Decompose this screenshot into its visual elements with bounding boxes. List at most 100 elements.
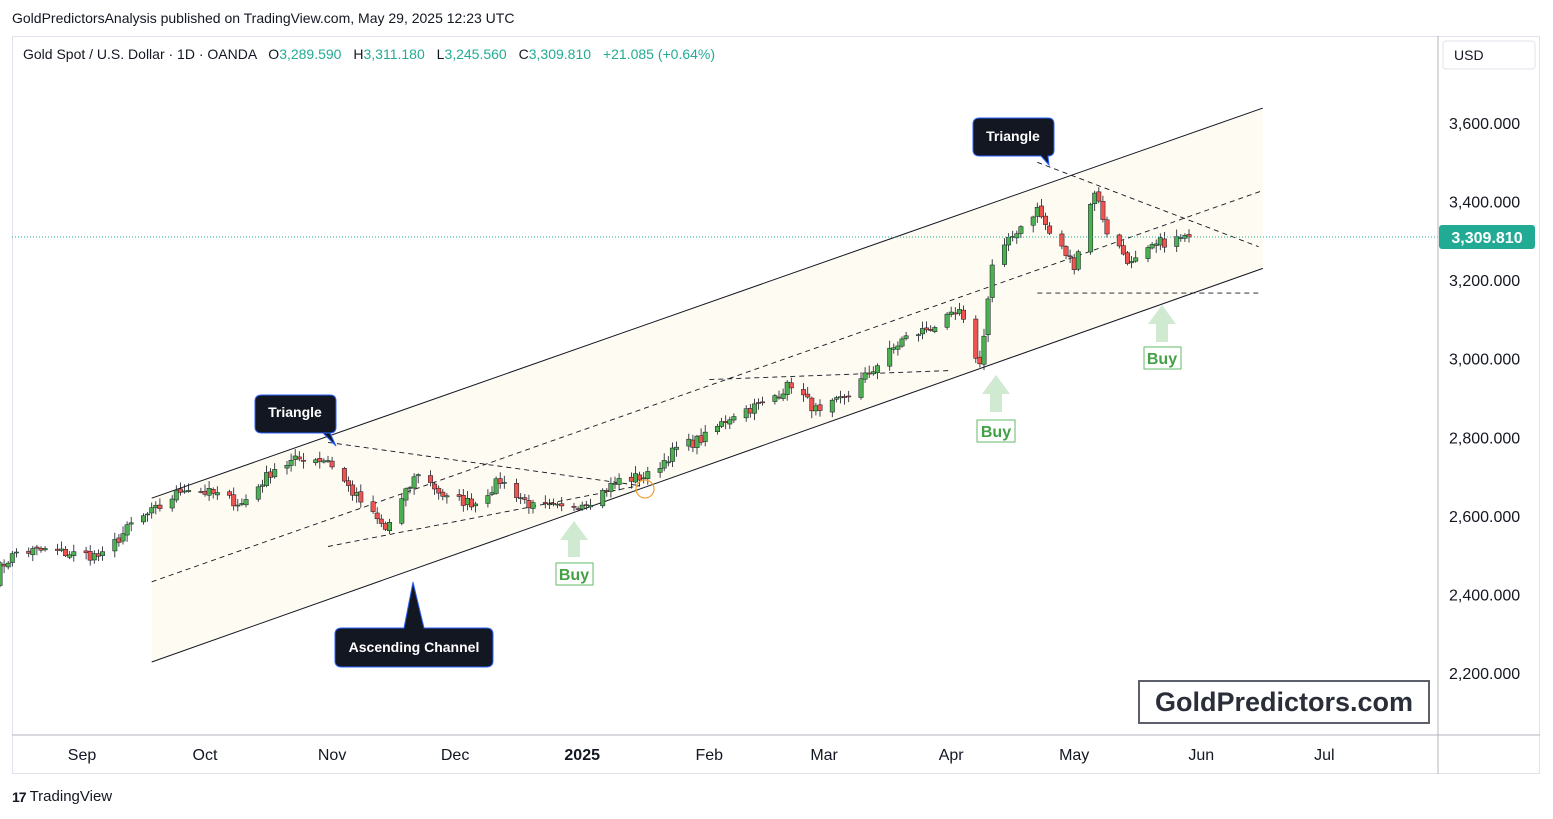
- candle: [903, 331, 909, 341]
- candle-body: [1075, 251, 1081, 270]
- candle-body: [1178, 237, 1184, 239]
- candle-body: [514, 483, 520, 499]
- candle: [1059, 230, 1065, 250]
- candle-body: [600, 489, 606, 507]
- candle: [920, 321, 925, 340]
- candle-body: [903, 335, 909, 339]
- triangle-callout-2: Triangle: [972, 117, 1055, 167]
- candle-body: [522, 497, 528, 500]
- candle-body: [120, 533, 126, 542]
- candle-body: [723, 421, 729, 423]
- candle-body: [780, 393, 786, 399]
- tradingview-logo-icon[interactable]: 17: [12, 788, 27, 805]
- candle-body: [157, 504, 163, 509]
- candle: [317, 451, 323, 469]
- currency-box[interactable]: [1442, 40, 1536, 70]
- candle-body: [920, 328, 925, 335]
- candle: [1018, 225, 1024, 239]
- candle-body: [657, 468, 663, 473]
- candle-body: [694, 435, 700, 448]
- candle-body: [403, 488, 409, 501]
- time-axis[interactable]: Sep Oct Nov Dec 2025 Feb Mar Apr May Jun Jul: [68, 747, 1335, 764]
- candle-body: [985, 298, 991, 336]
- candle-body: [239, 503, 245, 505]
- candle: [817, 399, 823, 417]
- last-price-tag: 3,309.810: [1439, 225, 1535, 250]
- candle: [284, 460, 290, 475]
- candle-body: [145, 513, 151, 516]
- candle: [981, 328, 987, 371]
- candle: [833, 395, 839, 403]
- chart-canvas[interactable]: Gold Spot / U.S. Dollar · 1D · OANDA O3,…: [0, 0, 1553, 780]
- triangle-2-upper-line: [1037, 161, 1259, 248]
- candle: [9, 550, 15, 567]
- candle-body: [555, 503, 561, 506]
- candle: [120, 526, 126, 545]
- candle: [751, 398, 757, 421]
- candle-body: [444, 495, 450, 498]
- candle: [1125, 250, 1130, 266]
- candle: [645, 466, 651, 485]
- candle: [587, 498, 593, 510]
- candle-body: [977, 356, 983, 365]
- candle-body: [899, 338, 905, 347]
- candle-body: [346, 480, 351, 486]
- buy-marker-3: Buy: [1143, 305, 1182, 370]
- candle: [895, 341, 901, 356]
- candle: [100, 546, 105, 561]
- candle-body: [608, 483, 614, 492]
- candle: [1030, 215, 1036, 233]
- candle-body: [243, 499, 249, 506]
- price-tick-label: 2,800.000: [1449, 430, 1520, 447]
- candle: [731, 413, 737, 424]
- candle-body: [13, 551, 19, 554]
- legend-change: +21.085 (+0.64%): [603, 46, 715, 62]
- candle-body: [526, 500, 532, 509]
- candle-body: [1002, 244, 1007, 265]
- candle-body: [460, 495, 466, 506]
- candle-body: [358, 491, 364, 503]
- candle-body: [587, 504, 593, 508]
- candle: [530, 499, 536, 514]
- candle-body: [1088, 204, 1094, 253]
- candle: [469, 493, 474, 511]
- channel-background: [151, 108, 1263, 663]
- candle: [264, 465, 269, 488]
- candle: [42, 546, 48, 552]
- candle-body: [141, 515, 146, 523]
- buy-arrow-1: [560, 521, 588, 557]
- candle: [1038, 198, 1044, 219]
- candle: [1161, 231, 1167, 253]
- candle-body: [1104, 219, 1110, 235]
- candle-body: [612, 483, 618, 485]
- candle: [702, 425, 708, 447]
- candle-body: [350, 484, 356, 496]
- candle-body: [616, 478, 622, 485]
- candle-body: [485, 495, 491, 504]
- candle-body: [1067, 255, 1073, 258]
- candle-body: [751, 403, 757, 414]
- time-tick-label: Mar: [810, 747, 838, 764]
- footer-brand[interactable]: TradingView: [29, 788, 113, 805]
- candle-body: [932, 327, 938, 332]
- candle: [501, 475, 507, 489]
- candle: [1149, 242, 1155, 250]
- triangle-label-1: Triangle: [268, 404, 322, 420]
- candle-body: [838, 396, 843, 399]
- support-line-1-line: [709, 370, 952, 380]
- candle: [149, 502, 155, 519]
- candle: [38, 546, 44, 553]
- candle-body: [9, 553, 15, 563]
- candle: [665, 456, 671, 467]
- candle-body: [989, 264, 995, 298]
- chart-frame[interactable]: [12, 36, 1540, 774]
- price-axis[interactable]: 2,200.000 2,400.000 2,600.000 2,800.000 3,00…: [1449, 116, 1520, 683]
- candle: [157, 498, 163, 512]
- candle-body: [1018, 226, 1024, 234]
- candle-body: [198, 491, 204, 493]
- candle-body: [817, 404, 823, 411]
- candle: [915, 333, 921, 342]
- candle-body: [1092, 192, 1098, 204]
- candle-body: [887, 347, 893, 367]
- candle-body: [124, 524, 130, 536]
